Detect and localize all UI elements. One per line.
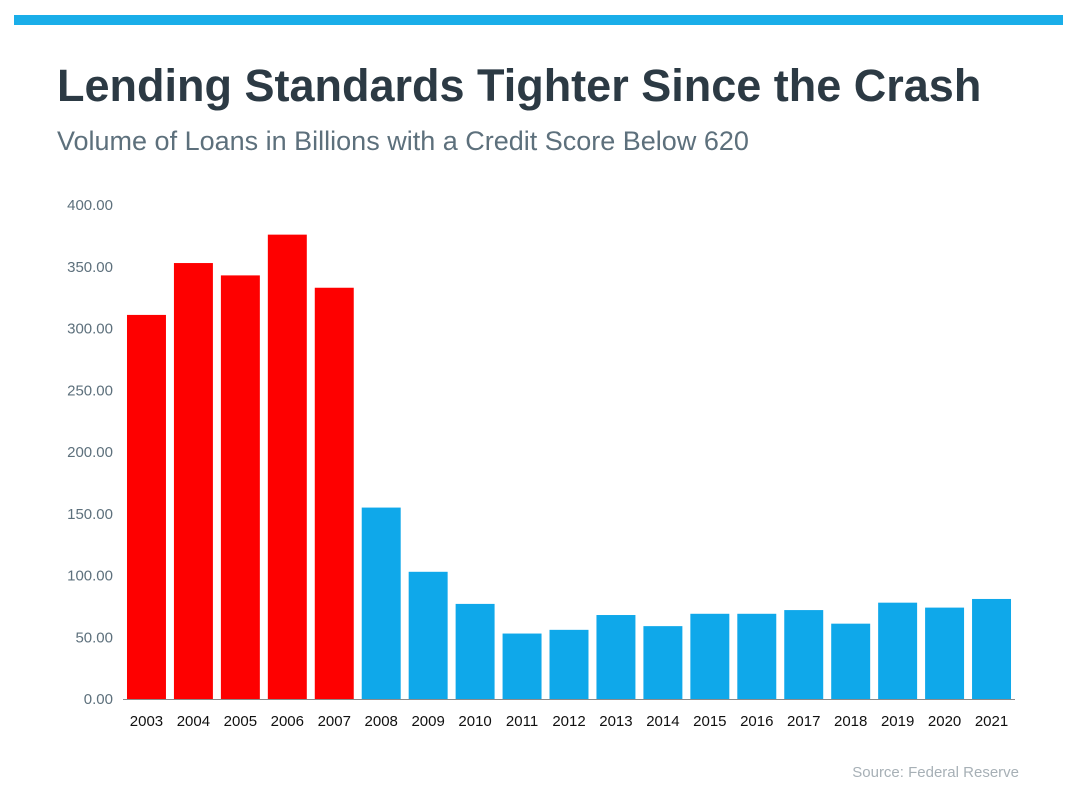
x-tick-label: 2005 [224,713,257,730]
x-tick-label: 2016 [740,713,773,730]
bar-2016 [737,613,777,699]
bar-2007 [314,287,354,699]
y-tick-label: 100.00 [67,568,113,585]
bar-2018 [831,623,871,699]
bar-2017 [784,610,824,699]
x-tick-label: 2011 [506,713,538,730]
bar-2015 [690,613,730,699]
x-tick-label: 2017 [787,713,820,730]
chart-title: Lending Standards Tighter Since the Cras… [57,60,982,111]
bar-2011 [502,633,542,699]
x-tick-label: 2014 [646,713,679,730]
x-tick-label: 2019 [881,713,914,730]
bar-2012 [549,629,589,699]
y-tick-label: 250.00 [67,382,113,399]
x-tick-label: 2006 [271,713,304,730]
x-tick-label: 2013 [599,713,632,730]
bar-2004 [173,263,213,699]
x-tick-label: 2018 [834,713,867,730]
x-tick-label: 2020 [928,713,961,730]
y-tick-label: 200.00 [67,444,113,461]
bar-2013 [596,615,636,699]
bar-2006 [267,234,307,699]
x-tick-label: 2008 [365,713,398,730]
bar-2019 [878,602,918,699]
bar-2009 [408,571,448,699]
bar-2008 [361,507,401,699]
bar-2020 [925,607,965,699]
x-tick-label: 2004 [177,713,210,730]
x-tick-label: 2007 [318,713,351,730]
chart-subtitle: Volume of Loans in Billions with a Credi… [57,126,749,156]
x-tick-label: 2003 [130,713,163,730]
x-tick-label: 2010 [458,713,491,730]
bar-2021 [972,598,1012,699]
x-tick-label: 2021 [975,713,1008,730]
y-tick-label: 150.00 [67,506,113,523]
y-tick-label: 300.00 [67,321,113,338]
y-tick-label: 0.00 [84,691,113,708]
x-tick-label: 2012 [552,713,585,730]
y-tick-label: 400.00 [67,197,113,214]
x-tick-label: 2009 [411,713,444,730]
bar-2014 [643,626,683,699]
bar-2003 [126,314,166,699]
y-tick-label: 350.00 [67,259,113,276]
bar-2010 [455,603,495,699]
source-note: Source: Federal Reserve [852,764,1019,781]
y-tick-label: 50.00 [75,629,113,646]
bar-2005 [220,275,260,699]
accent-bar [14,15,1063,25]
x-tick-label: 2015 [693,713,726,730]
